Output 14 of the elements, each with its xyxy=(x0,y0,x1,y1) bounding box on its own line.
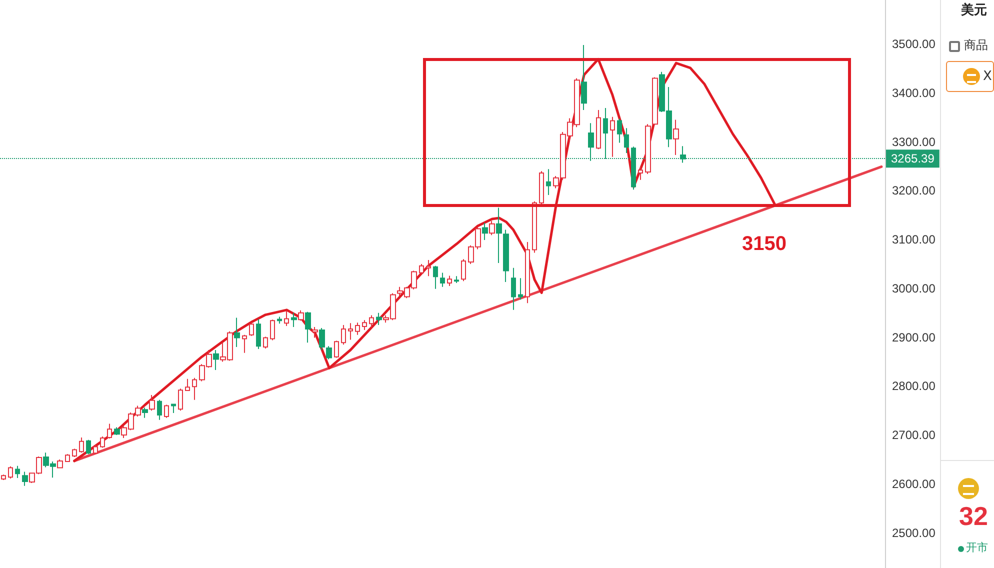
y-tick-label: 3500.00 xyxy=(892,36,936,51)
y-tick-label: 2600.00 xyxy=(892,476,936,491)
y-tick-label: 3400.00 xyxy=(892,86,936,100)
y-tick-label: 2800.00 xyxy=(892,379,936,394)
y-tick-label: 3000.00 xyxy=(892,281,936,296)
y-tick-label: 2500.00 xyxy=(892,526,936,540)
y-tick-label: 3300.00 xyxy=(892,134,936,149)
y-tick-label: 3100.00 xyxy=(892,232,936,247)
y-tick-label: 2700.00 xyxy=(892,428,936,442)
ref-line-label: 3265.39 xyxy=(891,152,935,166)
y-tick-label: 3200.00 xyxy=(892,184,936,198)
annotation: 3150 xyxy=(742,233,786,255)
side-panel: 美元 商品 X 32 开市 xyxy=(940,0,994,568)
y-tick-label: 2900.00 xyxy=(892,330,936,344)
